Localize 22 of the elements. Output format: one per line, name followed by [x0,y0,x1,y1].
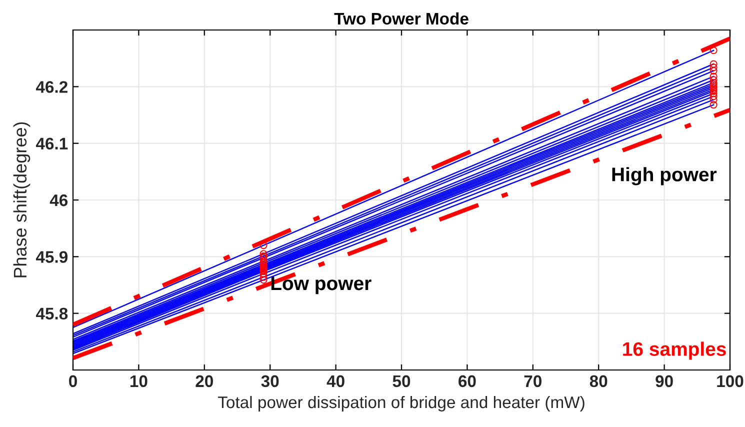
x-tick-label: 90 [656,375,673,388]
annotation: High power [612,167,717,186]
annotation: Low power [271,276,372,294]
x-tick-label: 50 [392,375,410,388]
x-tick-label: 80 [590,375,608,388]
x-tick-label: 100 [717,375,744,388]
y-tick-label: 46.2 [36,81,68,93]
y-axis-title: Phase shift(degree) [13,122,30,278]
x-tick-label: 20 [196,375,213,388]
x-tick-label: 70 [524,375,542,388]
y-tick-label: 46.1 [36,138,68,150]
x-tick-label: 0 [69,375,77,388]
y-tick-label: 45.8 [36,308,68,320]
y-tick-label: 45.9 [36,251,68,263]
chart-title: Two Power Mode [334,12,468,25]
x-axis-title: Total power dissipation of bridge and heater (mW) [218,396,584,412]
x-tick-label: 10 [130,375,148,388]
y-tick-label: 46 [50,194,68,206]
annotation: 16 samples [623,342,726,360]
x-tick-label: 30 [261,375,279,388]
x-tick-label: 60 [458,375,476,388]
x-tick-label: 40 [326,375,344,388]
